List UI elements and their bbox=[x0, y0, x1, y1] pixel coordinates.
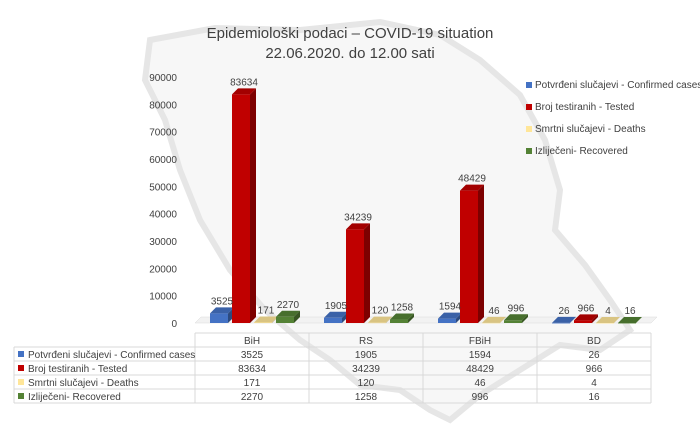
y-tick-label: 30000 bbox=[149, 237, 177, 248]
table-cell: 16 bbox=[588, 392, 600, 403]
y-tick-label: 70000 bbox=[149, 128, 177, 139]
table-cell: 2270 bbox=[241, 392, 264, 403]
table-cell: 1258 bbox=[355, 392, 378, 403]
table-legend-swatch bbox=[18, 351, 24, 357]
y-tick-label: 50000 bbox=[149, 182, 177, 193]
data-label: 996 bbox=[508, 303, 525, 314]
data-label: 34239 bbox=[344, 212, 372, 223]
legend-swatch bbox=[526, 82, 532, 88]
y-tick-label: 90000 bbox=[149, 73, 177, 84]
bar-RS-series-4 bbox=[390, 313, 414, 323]
data-label: 4 bbox=[605, 306, 611, 317]
table-cell: 1905 bbox=[355, 350, 378, 361]
table-legend-swatch bbox=[18, 379, 24, 385]
table-cell: 120 bbox=[358, 378, 375, 389]
data-label: 966 bbox=[578, 303, 595, 314]
table-cell: 171 bbox=[244, 378, 261, 389]
y-tick-label: 60000 bbox=[149, 155, 177, 166]
bar-BD-series-2 bbox=[574, 314, 598, 323]
table-cell: 1594 bbox=[469, 350, 492, 361]
table-cell: 83634 bbox=[238, 364, 266, 375]
y-tick-label: 80000 bbox=[149, 100, 177, 111]
data-label: 1905 bbox=[325, 301, 348, 312]
data-label: 16 bbox=[624, 306, 636, 317]
y-tick-label: 0 bbox=[171, 319, 177, 330]
legend-swatch bbox=[526, 148, 532, 154]
table-row-label: Broj testiranih - Tested bbox=[28, 364, 127, 375]
bar-BiH-series-4 bbox=[276, 310, 300, 323]
data-label: 1594 bbox=[439, 302, 462, 313]
table-cell: 48429 bbox=[466, 364, 494, 375]
data-label: 3525 bbox=[211, 296, 234, 307]
table-cell: 996 bbox=[472, 392, 489, 403]
table-cell: 966 bbox=[586, 364, 603, 375]
legend-entry: Izliječeni- Recovered bbox=[535, 146, 628, 157]
data-label: 1258 bbox=[391, 303, 414, 314]
y-tick-label: 40000 bbox=[149, 210, 177, 221]
bar-BiH-series-2 bbox=[232, 88, 256, 324]
table-cell: 34239 bbox=[352, 364, 380, 375]
bar-RS-series-2 bbox=[346, 223, 370, 323]
bar-FBiH-series-2 bbox=[460, 184, 484, 323]
bar-BD-series-3 bbox=[596, 316, 620, 324]
chart-title-line-1: Epidemiološki podaci – COVID-19 situatio… bbox=[207, 25, 494, 42]
data-label: 26 bbox=[558, 306, 570, 317]
table-row-label: Izliječeni- Recovered bbox=[28, 392, 121, 403]
table-header-BiH: BiH bbox=[244, 336, 260, 347]
legend-swatch bbox=[526, 104, 532, 110]
legend-entry: Smrtni slučajevi - Deaths bbox=[535, 124, 646, 135]
data-label: 120 bbox=[372, 306, 389, 317]
table-legend-swatch bbox=[18, 393, 24, 399]
data-label: 83634 bbox=[230, 77, 258, 88]
data-label: 46 bbox=[488, 306, 500, 317]
y-tick-label: 10000 bbox=[149, 292, 177, 303]
chart-title-line-2: 22.06.2020. do 12.00 sati bbox=[265, 45, 434, 62]
bar-RS-series-3 bbox=[368, 316, 392, 324]
table-cell: 3525 bbox=[241, 350, 264, 361]
table-header-FBiH: FBiH bbox=[469, 336, 491, 347]
bar-BD-series-4 bbox=[618, 316, 642, 324]
table-header-BD: BD bbox=[587, 336, 601, 347]
table-row-label: Smrtni slučajevi - Deaths bbox=[28, 378, 139, 389]
table-cell: 26 bbox=[588, 350, 600, 361]
bar-FBiH-series-3 bbox=[482, 316, 506, 324]
table-header-RS: RS bbox=[359, 336, 373, 347]
legend-entry: Potvrđeni slučajevi - Confirmed cases bbox=[535, 80, 700, 91]
table-row-label: Potvrđeni slučajevi - Confirmed cases bbox=[28, 350, 195, 361]
table-legend-swatch bbox=[18, 365, 24, 371]
table-cell: 46 bbox=[474, 378, 486, 389]
bar-BD-series-1 bbox=[552, 316, 576, 324]
data-label: 171 bbox=[258, 306, 275, 317]
legend-entry: Broj testiranih - Tested bbox=[535, 102, 634, 113]
data-label: 48429 bbox=[458, 174, 486, 185]
data-label: 2270 bbox=[277, 300, 300, 311]
table-cell: 4 bbox=[591, 378, 597, 389]
legend-swatch bbox=[526, 126, 532, 132]
y-tick-label: 20000 bbox=[149, 264, 177, 275]
bar-FBiH-series-4 bbox=[504, 314, 528, 323]
